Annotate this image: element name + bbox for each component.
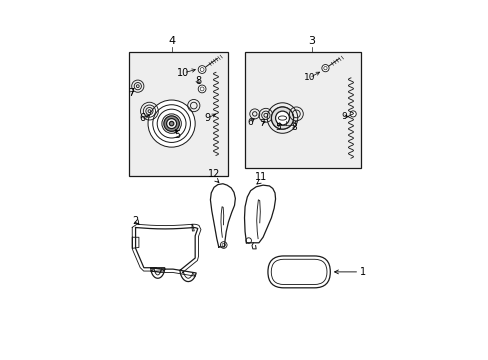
Text: 4: 4 [168,36,175,46]
Text: 2: 2 [132,216,139,226]
Circle shape [163,116,179,131]
Circle shape [198,85,205,93]
Text: 9: 9 [204,113,210,123]
Text: 12: 12 [207,169,220,179]
Bar [244,51,361,168]
Text: 8: 8 [291,123,297,132]
Circle shape [349,111,355,117]
Text: 6: 6 [246,118,252,127]
Circle shape [166,118,176,129]
Circle shape [220,242,226,248]
Text: 3: 3 [307,36,314,46]
Circle shape [198,66,205,73]
Text: 9: 9 [341,112,346,121]
Text: 5: 5 [275,123,281,132]
Circle shape [321,64,328,72]
Circle shape [275,111,289,125]
Text: 7: 7 [258,118,264,127]
Text: 1: 1 [359,267,366,277]
Text: 6: 6 [139,113,145,123]
Text: 8: 8 [195,76,201,86]
Text: 10: 10 [177,68,189,78]
Circle shape [169,121,173,126]
Text: 10: 10 [303,73,314,82]
Text: 11: 11 [254,172,266,182]
Bar [128,51,228,176]
Text: 5: 5 [174,130,180,140]
Circle shape [271,107,293,129]
FancyBboxPatch shape [267,256,329,288]
Circle shape [245,238,251,243]
Text: 7: 7 [127,88,134,98]
Circle shape [148,100,195,147]
